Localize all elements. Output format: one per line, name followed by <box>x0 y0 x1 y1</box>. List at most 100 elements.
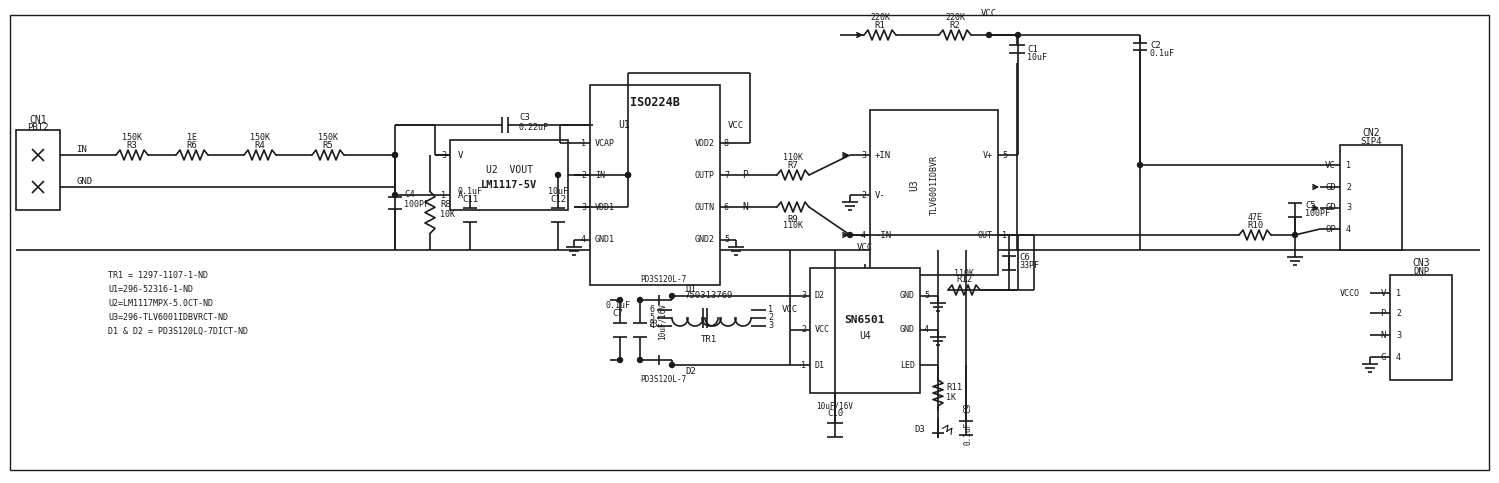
Circle shape <box>393 153 397 157</box>
Circle shape <box>1015 32 1021 38</box>
Text: D1 & D2 = PD3S120LQ-7DICT-ND: D1 & D2 = PD3S120LQ-7DICT-ND <box>108 327 247 336</box>
Text: R9: R9 <box>787 214 799 224</box>
Text: 4: 4 <box>860 230 866 240</box>
Text: 5: 5 <box>1001 151 1007 159</box>
Text: U1=296-52316-1-ND: U1=296-52316-1-ND <box>108 284 193 294</box>
Circle shape <box>625 172 631 177</box>
Text: VDD1: VDD1 <box>595 202 615 212</box>
Text: 1E: 1E <box>187 133 196 142</box>
Text: VCC: VCC <box>980 9 997 17</box>
Text: R3: R3 <box>126 141 138 150</box>
Text: ISO224B: ISO224B <box>630 97 681 110</box>
Text: 7: 7 <box>724 170 729 180</box>
Text: CN2: CN2 <box>1363 128 1379 138</box>
Bar <box>1390 275 1453 380</box>
Text: 0.1uF: 0.1uF <box>964 422 973 444</box>
Text: IN: IN <box>595 170 606 180</box>
Text: VDD2: VDD2 <box>696 139 715 147</box>
Text: P: P <box>742 170 748 180</box>
Text: TLV6001IDBVR: TLV6001IDBVR <box>929 155 938 215</box>
Circle shape <box>986 32 991 38</box>
Text: U2=LM1117MPX-5.0CT-ND: U2=LM1117MPX-5.0CT-ND <box>108 298 213 308</box>
Text: D1: D1 <box>815 360 824 369</box>
Text: C7: C7 <box>613 310 624 318</box>
Text: R1: R1 <box>874 20 886 29</box>
Text: GD: GD <box>1325 203 1336 213</box>
Text: C11: C11 <box>462 195 478 203</box>
Text: D1: D1 <box>685 285 696 295</box>
Text: 5: 5 <box>724 236 729 244</box>
Text: VCC: VCC <box>729 120 744 129</box>
Circle shape <box>625 172 631 177</box>
Text: 110K: 110K <box>953 269 974 278</box>
Text: 2: 2 <box>1396 309 1402 317</box>
Text: R12: R12 <box>956 275 971 284</box>
Text: TR1 = 1297-1107-1-ND: TR1 = 1297-1107-1-ND <box>108 270 208 280</box>
Text: 3: 3 <box>800 292 806 300</box>
Circle shape <box>618 298 622 302</box>
Text: U2  VOUT: U2 VOUT <box>486 165 532 175</box>
Text: 220K: 220K <box>869 14 890 23</box>
Text: R6: R6 <box>186 141 198 150</box>
Text: GD: GD <box>1325 183 1336 191</box>
Bar <box>16 130 60 210</box>
Text: CN1: CN1 <box>28 115 46 125</box>
Text: 4: 4 <box>649 322 655 330</box>
Text: OUT: OUT <box>977 230 992 240</box>
Text: C6: C6 <box>1019 253 1030 262</box>
Text: CN3: CN3 <box>1412 258 1430 268</box>
Text: 10K: 10K <box>441 210 456 219</box>
Text: 4: 4 <box>1396 353 1402 361</box>
Text: 3: 3 <box>1396 330 1402 340</box>
Text: 150K: 150K <box>121 133 142 142</box>
Text: 47E: 47E <box>1247 213 1262 223</box>
Text: 2: 2 <box>582 170 586 180</box>
Text: 8: 8 <box>724 139 729 147</box>
Polygon shape <box>660 355 667 365</box>
Text: U4: U4 <box>859 331 871 341</box>
Text: GND: GND <box>76 177 91 186</box>
Text: 0.1uF: 0.1uF <box>457 186 483 196</box>
Circle shape <box>393 193 397 198</box>
Text: GND: GND <box>899 292 914 300</box>
Text: 5: 5 <box>923 292 929 300</box>
Text: 6: 6 <box>724 202 729 212</box>
Text: VCC: VCC <box>857 243 872 253</box>
Text: C2: C2 <box>1150 42 1160 51</box>
Text: U3=296-TLV6001IDBVRCT-ND: U3=296-TLV6001IDBVRCT-ND <box>108 313 228 322</box>
Text: 4: 4 <box>1346 225 1351 233</box>
Text: TR1: TR1 <box>702 336 717 344</box>
Text: U3: U3 <box>908 179 919 191</box>
Text: 1: 1 <box>1001 230 1007 240</box>
Text: R11: R11 <box>946 384 962 393</box>
Text: 0.22uF: 0.22uF <box>519 123 549 131</box>
Text: 1: 1 <box>1396 288 1402 298</box>
Circle shape <box>393 153 397 157</box>
Text: -IN: -IN <box>875 230 890 240</box>
Text: 10uF/16V: 10uF/16V <box>817 401 853 411</box>
Text: VCC: VCC <box>815 326 830 335</box>
Text: R5: R5 <box>322 141 333 150</box>
Text: V+: V+ <box>983 151 992 159</box>
Text: PD3S120L-7: PD3S120L-7 <box>640 375 687 384</box>
Text: 6: 6 <box>649 306 655 314</box>
Text: C4: C4 <box>405 190 415 199</box>
Text: V-: V- <box>875 190 886 199</box>
Text: N: N <box>742 202 748 212</box>
Text: U1: U1 <box>618 120 630 130</box>
Text: OUTN: OUTN <box>696 202 715 212</box>
Text: IN: IN <box>76 145 87 155</box>
Text: D3: D3 <box>914 426 925 435</box>
Text: N: N <box>1381 330 1387 340</box>
Circle shape <box>637 298 643 302</box>
Polygon shape <box>932 423 944 433</box>
Circle shape <box>1138 162 1142 168</box>
Text: R8: R8 <box>441 200 451 209</box>
Text: 2: 2 <box>1346 183 1351 191</box>
Text: DNP: DNP <box>1414 268 1429 276</box>
Text: G: G <box>1381 353 1387 361</box>
Text: 3: 3 <box>769 322 773 330</box>
Text: 10uF: 10uF <box>549 186 568 196</box>
Text: 110K: 110K <box>782 222 803 230</box>
Text: 110K: 110K <box>782 154 803 162</box>
